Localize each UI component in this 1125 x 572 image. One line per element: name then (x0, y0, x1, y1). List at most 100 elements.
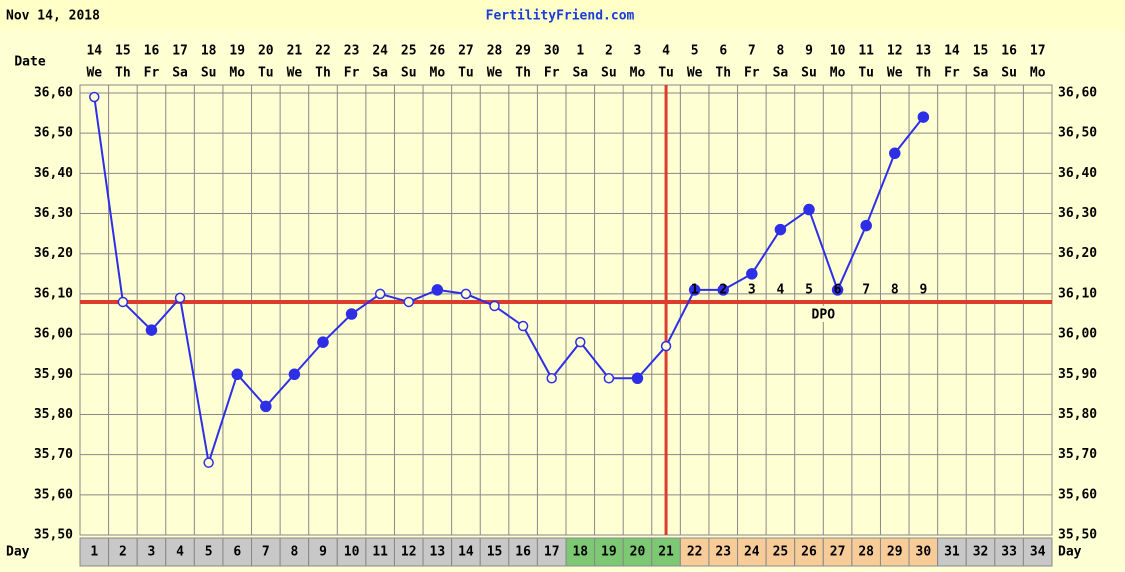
weekday: Mo (630, 66, 646, 81)
weekday: Th (715, 66, 731, 81)
weekday: Su (201, 66, 217, 81)
weekday: Sa (773, 66, 789, 81)
dpo-label-bg (805, 305, 842, 322)
weekday: We (687, 66, 703, 81)
day-number: 24 (744, 545, 760, 560)
y-tick-label-right: 35,70 (1058, 447, 1097, 462)
date-number: 14 (944, 44, 960, 59)
weekday: Sa (372, 66, 388, 81)
day-number: 32 (973, 545, 989, 560)
y-tick-label: 35,50 (34, 528, 73, 543)
day-cell (393, 537, 424, 567)
day-cell (794, 537, 824, 567)
date-number: 27 (458, 44, 474, 59)
temp-point (575, 336, 586, 348)
temp-point (431, 284, 444, 296)
y-tick-label-right: 36,60 (1058, 86, 1097, 101)
weekday: Su (601, 66, 617, 81)
day-cell (79, 537, 110, 567)
day-number: 15 (487, 545, 503, 560)
date-number: 2 (605, 44, 613, 59)
day-cell (765, 537, 796, 567)
date-number: 12 (887, 44, 903, 59)
temp-point (746, 268, 758, 280)
date-number: 21 (287, 44, 303, 59)
day-cell (622, 537, 653, 567)
temp-point (117, 296, 129, 308)
day-number: 3 (148, 545, 156, 560)
day-cell (879, 537, 910, 567)
weekday: We (487, 66, 503, 81)
temp-point (831, 284, 844, 296)
dpo-number: 9 (919, 282, 927, 297)
dpo-label: DPO (812, 307, 836, 322)
weekday: We (86, 66, 102, 81)
dpo-number: 8 (891, 282, 899, 297)
day-number: 14 (458, 545, 474, 560)
temp-point (517, 320, 529, 332)
temp-point (403, 296, 415, 308)
y-tick-label-right: 36,10 (1058, 286, 1097, 301)
day-number: 34 (1030, 545, 1046, 560)
day-number: 17 (544, 545, 560, 560)
weekday: Fr (744, 66, 760, 81)
temp-point (603, 373, 615, 384)
day-label-right: Day (1058, 545, 1082, 560)
day-number: 11 (372, 545, 388, 560)
date-number: 9 (805, 44, 813, 59)
temp-point (660, 340, 672, 352)
date-number: 23 (344, 44, 360, 59)
day-number: 21 (658, 545, 674, 560)
weekday: Th (916, 66, 932, 81)
temp-point (489, 300, 500, 312)
day-number: 20 (630, 545, 646, 560)
day-cell (451, 537, 481, 567)
date-number: 10 (830, 44, 846, 59)
date-number: 19 (229, 44, 245, 59)
date-number: 16 (144, 44, 160, 59)
day-number: 1 (90, 545, 98, 560)
date-number: 16 (1001, 44, 1017, 59)
weekday: Mo (430, 66, 446, 81)
temp-point (917, 111, 930, 123)
day-number: 5 (205, 545, 213, 560)
day-cell (536, 537, 567, 567)
date-number: 25 (401, 44, 417, 59)
day-cell (365, 537, 395, 567)
temp-point (231, 368, 243, 381)
date-number: 13 (916, 44, 932, 59)
date-number: 17 (172, 44, 188, 59)
weekday: Th (315, 66, 331, 81)
y-tick-label-right: 35,90 (1058, 367, 1097, 382)
weekday: Fr (944, 66, 960, 81)
date-number: 17 (1030, 44, 1046, 59)
dpo-number: 3 (748, 282, 756, 297)
y-tick-label: 35,70 (34, 447, 73, 462)
day-number: 2 (119, 545, 127, 560)
temp-point (460, 288, 472, 300)
weekday: Su (801, 66, 817, 81)
y-tick-label: 36,00 (34, 327, 73, 342)
temp-point (345, 308, 358, 320)
day-cell (1022, 537, 1053, 567)
weekday: Fr (344, 66, 360, 81)
day-number: 22 (687, 545, 703, 560)
day-cell (822, 537, 853, 567)
date-number: 3 (634, 44, 642, 59)
temp-point (374, 288, 386, 300)
y-tick-label-right: 35,80 (1058, 407, 1097, 422)
temp-point (89, 91, 100, 103)
day-number: 12 (401, 545, 417, 560)
day-cell (508, 537, 538, 567)
day-number: 16 (515, 545, 531, 560)
y-tick-label-right: 36,00 (1058, 327, 1097, 342)
day-cell (937, 537, 967, 567)
header-bar (0, 0, 1125, 30)
y-tick-label-right: 36,50 (1058, 126, 1097, 141)
day-number: 31 (944, 545, 960, 560)
day-cell (994, 537, 1024, 567)
date-number: 24 (372, 44, 388, 59)
weekday: Sa (973, 66, 989, 81)
date-number: 1 (576, 44, 584, 59)
